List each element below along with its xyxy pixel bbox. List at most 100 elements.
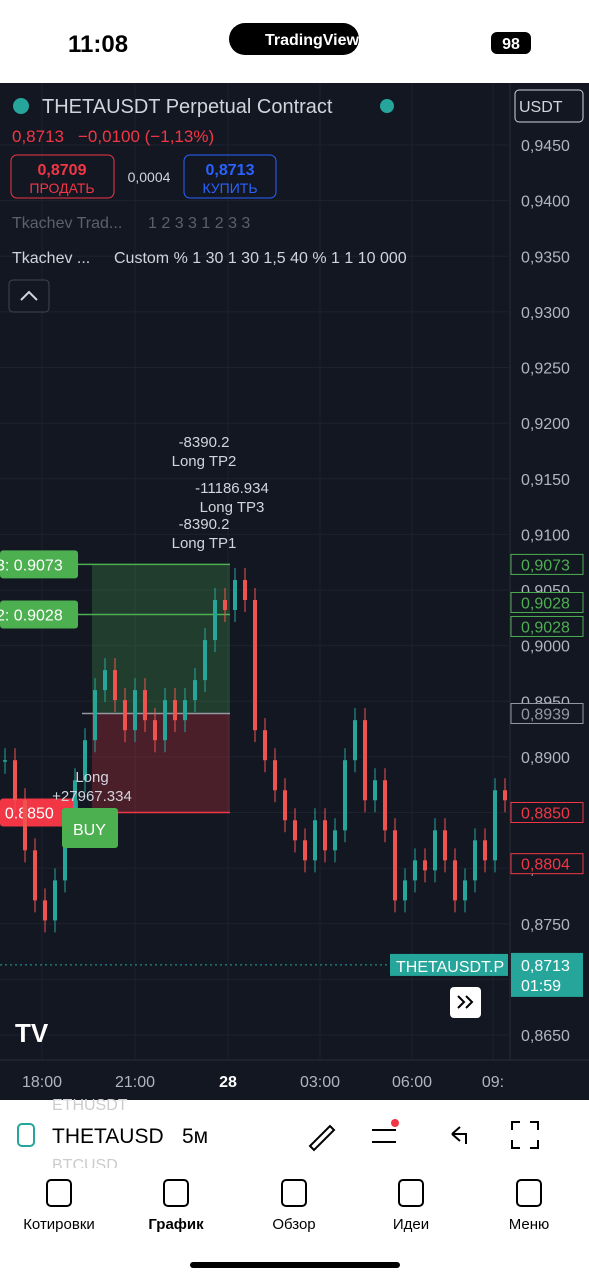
sell-label[interactable]: ПРОДАТЬ — [29, 180, 94, 196]
candle — [213, 600, 217, 641]
y-tick-label: 0,8750 — [521, 917, 570, 934]
candle — [413, 860, 417, 881]
tab-icon[interactable] — [46, 1179, 72, 1207]
chevrons — [457, 995, 474, 1009]
draw-icon[interactable] — [308, 1124, 336, 1152]
indicator-params: 1 2 3 3 1 2 3 3 — [148, 215, 250, 232]
candle — [133, 690, 137, 731]
tab-icon[interactable] — [516, 1179, 542, 1207]
symbol-tag-label: THETAUSDT.P — [396, 959, 504, 976]
candle — [373, 780, 377, 801]
home-indicator — [190, 1262, 400, 1268]
price-tag-label: 0,8939 — [521, 706, 570, 723]
symbol-icon — [13, 98, 29, 114]
symbol-icon — [17, 1123, 35, 1147]
y-tick-label: 0,9100 — [521, 527, 570, 544]
candle — [473, 840, 477, 881]
candle — [53, 880, 57, 921]
buy-label[interactable]: КУПИТЬ — [202, 180, 257, 196]
candle — [173, 700, 177, 721]
price-tag — [510, 802, 584, 823]
indicator-name: Tkachev Trad... — [12, 215, 122, 232]
collapse-button[interactable] — [8, 279, 50, 313]
y-tick-label: 0,9150 — [521, 472, 570, 489]
currency[interactable]: USDT — [519, 99, 563, 116]
currency-button[interactable] — [514, 89, 584, 123]
annotation: +27967.334 — [52, 788, 132, 805]
candle — [493, 790, 497, 861]
candle — [323, 820, 327, 851]
candle — [203, 640, 207, 681]
chart-bg — [0, 83, 589, 1100]
undo-icon[interactable] — [451, 1126, 467, 1144]
sell-price[interactable]: 0,8709 — [38, 162, 87, 179]
symbol-tag — [390, 953, 508, 976]
candle — [223, 600, 227, 611]
candle — [63, 820, 67, 881]
annotation: -11186.934 — [195, 480, 269, 497]
candle — [183, 700, 187, 721]
toolbar-symbol[interactable]: THETAUSD — [52, 1125, 164, 1148]
interval[interactable]: 5м — [182, 1125, 208, 1148]
sell-button[interactable] — [10, 154, 115, 199]
price-tag-label: 0,8850 — [521, 806, 570, 823]
price-tag-label: 0,9028 — [521, 619, 570, 636]
candle — [333, 830, 337, 851]
tab-icon[interactable] — [163, 1179, 189, 1207]
candle — [243, 579, 247, 601]
level-tag — [0, 550, 78, 579]
candle — [43, 900, 47, 921]
candle — [363, 720, 367, 801]
tab-icon[interactable] — [398, 1179, 424, 1207]
candle — [143, 690, 147, 721]
level-tag-label: 2: 0.9028 — [0, 607, 63, 624]
tab-label[interactable]: График — [148, 1216, 204, 1233]
buy-button[interactable] — [183, 154, 277, 199]
buy-marker — [62, 808, 118, 848]
loss-zone — [92, 713, 230, 813]
annotation: Long TP1 — [172, 535, 237, 552]
candle — [273, 760, 277, 791]
price-tag-label: 0,8804 — [521, 857, 570, 874]
candle — [403, 880, 407, 901]
tab-label[interactable]: Меню — [509, 1216, 550, 1233]
tab-label[interactable]: Обзор — [272, 1216, 315, 1233]
annotation: -8390.2 — [179, 434, 230, 451]
x-tick-label: 06:00 — [392, 1074, 432, 1091]
tab-label[interactable]: Котировки — [23, 1216, 95, 1233]
candle — [13, 760, 17, 801]
tab-icon[interactable] — [281, 1179, 307, 1207]
tab-label[interactable]: Идеи — [393, 1216, 429, 1233]
buy-marker-label: BUY — [73, 822, 106, 839]
countdown: 01:59 — [521, 978, 561, 995]
level-tag-label: 3: 0.9073 — [0, 557, 63, 574]
candle — [3, 760, 7, 762]
indicator-name: Tkachev ... — [12, 250, 90, 267]
candle — [193, 680, 197, 701]
clock: 11:08 — [68, 31, 128, 58]
tab-bar — [0, 1168, 589, 1280]
price-tag — [510, 702, 584, 724]
candle — [483, 840, 487, 861]
scroll-button[interactable] — [450, 987, 481, 1018]
candle — [103, 670, 107, 691]
x-tick-label: 03:00 — [300, 1074, 340, 1091]
candle — [83, 740, 87, 781]
annotation: Long TP2 — [172, 453, 237, 470]
candle — [163, 700, 167, 741]
change: −0,0100 (−1,13%) — [78, 127, 214, 146]
y-tick-label: 0,8650 — [521, 1028, 570, 1045]
fullscreen-icon[interactable] — [511, 1121, 539, 1149]
indicators-icon[interactable] — [372, 1129, 396, 1143]
current-price: 0,8713 — [521, 958, 570, 975]
candle — [253, 600, 257, 731]
candle — [93, 690, 97, 741]
candle — [23, 800, 27, 851]
y-tick-label: 0,9450 — [521, 138, 570, 155]
x-tick-label: 21:00 — [115, 1074, 155, 1091]
buy-price[interactable]: 0,8713 — [206, 162, 255, 179]
candle — [443, 830, 447, 861]
candle — [283, 790, 287, 821]
y-tick-label: 0,9250 — [521, 361, 570, 378]
